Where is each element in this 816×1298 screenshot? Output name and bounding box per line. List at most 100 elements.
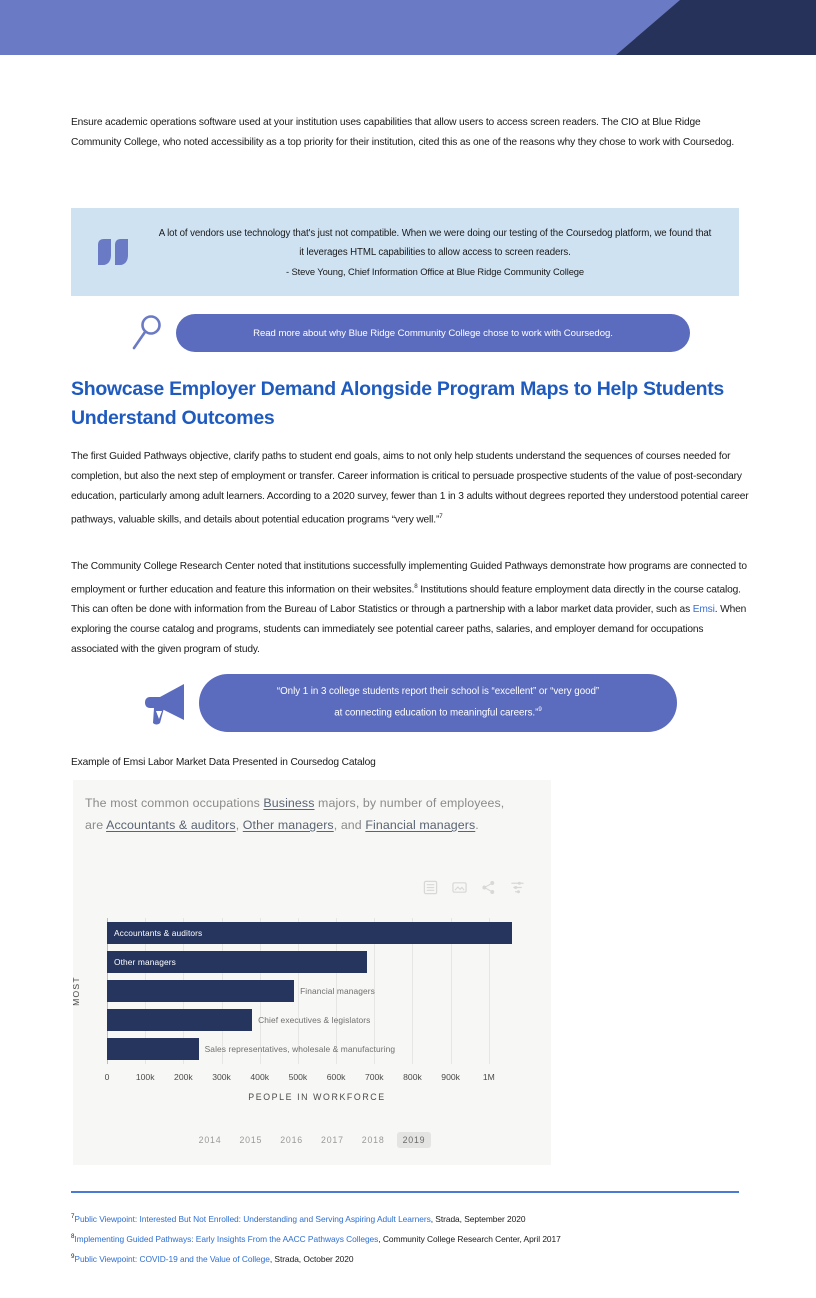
chart-gridline: [336, 918, 338, 1064]
chart-x-tick: 300k: [212, 1072, 231, 1082]
chart-headline-link-1[interactable]: Business: [263, 796, 315, 810]
chart-y-axis-label: MOST: [69, 918, 83, 1064]
chart-headline-text-6: , and: [333, 818, 366, 832]
pull-quote-text: A lot of vendors use technology that's j…: [158, 227, 712, 258]
list-view-icon[interactable]: [423, 880, 438, 895]
chart-x-tick: 1M: [482, 1072, 495, 1082]
chart-bar-label: Sales representatives, wholesale & manuf…: [204, 1044, 396, 1055]
chart-x-tick: 500k: [288, 1072, 308, 1082]
footnote-link[interactable]: Public Viewpoint: COVID-19 and the Value…: [74, 1253, 270, 1264]
megaphone-line-2-wrap: at connecting education to meaningful ca…: [334, 701, 542, 722]
footnote-link[interactable]: Implementing Guided Pathways: Early Insi…: [74, 1233, 379, 1244]
chart-bars: Accountants & auditors Other managers Fina…: [107, 918, 527, 1064]
chart-headline-link-5[interactable]: Other managers: [242, 818, 334, 832]
chart-bar[interactable]: [107, 1009, 253, 1032]
footnote-ref-9[interactable]: 9: [538, 706, 542, 714]
megaphone-icon: [137, 680, 199, 726]
chart-headline-link-3[interactable]: Accountants & auditors: [106, 818, 236, 832]
megaphone-line-1: “Only 1 in 3 college students report the…: [276, 686, 600, 698]
chart-bar-row[interactable]: Chief executives & legislators: [107, 1009, 370, 1032]
chart-bar[interactable]: Accountants & auditors: [107, 921, 512, 944]
chart-x-tick: 900k: [441, 1072, 460, 1082]
cta-row: Read more about why Blue Ridge Community…: [118, 311, 690, 355]
megaphone-callout-row: “Only 1 in 3 college students report the…: [137, 672, 677, 734]
chart-x-tick: 200k: [174, 1072, 193, 1082]
paragraph-1: The first Guided Pathways objective, cla…: [71, 447, 749, 530]
page-header-banner: [0, 0, 816, 55]
chart-gridline: [297, 918, 299, 1064]
pull-quote-body: A lot of vendors use technology that's j…: [157, 224, 739, 281]
footnote-item: 9Public Viewpoint: COVID-19 and the Valu…: [71, 1248, 761, 1268]
year-chip-2019[interactable]: 2019: [396, 1132, 432, 1148]
footnote-source: , Strada, October 2020: [269, 1253, 354, 1264]
megaphone-line-2: at connecting education to meaningful ca…: [334, 707, 539, 719]
chart-bar[interactable]: [107, 980, 295, 1002]
chart-bar[interactable]: [107, 1038, 199, 1061]
footnote-link[interactable]: Public Viewpoint: Interested But Not Enr…: [74, 1213, 431, 1224]
chart-x-tick: 800k: [403, 1072, 422, 1082]
chart-y-axis-label-text: MOST: [71, 976, 81, 1006]
chart-bar[interactable]: Other managers: [107, 950, 367, 973]
paragraph-2: The Community College Research Center no…: [71, 557, 749, 660]
chart-bar-row[interactable]: Other managers: [107, 950, 367, 973]
footnote-source: , Community College Research Center, Apr…: [378, 1233, 561, 1244]
paragraph-2-part-1: The Community College Research Center no…: [71, 561, 747, 596]
filter-icon[interactable]: [510, 880, 525, 895]
read-more-button-label: Read more about why Blue Ridge Community…: [253, 327, 613, 339]
chart-headline-text-0: The most common occupations: [85, 796, 264, 810]
chart-toolbar: [423, 880, 525, 895]
chart-headline-text-4: ,: [235, 818, 243, 832]
magnifying-glass-icon: [118, 314, 176, 352]
chart-x-tick: 100k: [135, 1072, 155, 1082]
year-chip-2015[interactable]: 2015: [239, 1135, 263, 1145]
chart-bar-row[interactable]: Sales representatives, wholesale & manuf…: [107, 1038, 396, 1061]
quote-mark-icon: [71, 239, 157, 265]
paragraph-2-part-2: Institutions should feature employment d…: [71, 584, 741, 616]
chart-x-axis-title: PEOPLE IN WORKFORCE: [248, 1092, 386, 1102]
intro-paragraph: Ensure academic operations software used…: [71, 117, 735, 148]
chart-bar-label: Financial managers: [300, 986, 375, 996]
footnote-item: 7Public Viewpoint: Interested But Not En…: [71, 1208, 761, 1228]
chart-bar-row[interactable]: Financial managers: [107, 980, 375, 1002]
emsi-link[interactable]: Emsi: [692, 604, 715, 616]
chart-year-selector: 2014 2015 2016 2017 2018 2019: [73, 1132, 551, 1148]
chart-screenshot-panel: The most common occupations Business maj…: [71, 780, 551, 1165]
chart-bar-row[interactable]: Accountants & auditors: [107, 921, 512, 944]
footnote-divider: [71, 1191, 739, 1193]
chart-headline-text-2: majors, by number of employees, are: [85, 796, 505, 832]
share-icon[interactable]: [481, 880, 496, 895]
chart-bar-label: Accountants & auditors: [114, 927, 203, 938]
read-more-button[interactable]: Read more about why Blue Ridge Community…: [176, 314, 690, 352]
chart-x-tick: 700k: [364, 1072, 384, 1082]
chart-x-tick: 0: [104, 1072, 110, 1082]
image-export-icon[interactable]: [452, 880, 467, 895]
footnote-ref-7[interactable]: 7: [439, 513, 443, 520]
year-chip-2017[interactable]: 2017: [321, 1135, 344, 1145]
chart-x-tick: 400k: [250, 1072, 270, 1082]
footnote-marker: 8: [71, 1232, 75, 1240]
chart-headline: The most common occupations Business maj…: [85, 792, 511, 836]
chart-bar-label: Other managers: [114, 956, 176, 967]
pull-quote-attribution: - Steve Young, Chief Information Office …: [285, 265, 585, 277]
paragraph-2-part-3: . When exploring the course catalog and …: [71, 604, 747, 656]
footnote-source: , Strada, September 2020: [430, 1213, 526, 1224]
chart-gridline: [374, 918, 376, 1064]
footnote-item: 8Implementing Guided Pathways: Early Ins…: [71, 1228, 761, 1248]
pull-quote-card: A lot of vendors use technology that's j…: [71, 208, 739, 296]
year-chip-2018[interactable]: 2018: [361, 1135, 385, 1145]
page-title: Showcase Employer Demand Alongside Progr…: [71, 378, 724, 429]
year-chip-2014[interactable]: 2014: [198, 1135, 222, 1145]
footnote-list: 7Public Viewpoint: Interested But Not En…: [71, 1208, 761, 1267]
megaphone-callout-pill: “Only 1 in 3 college students report the…: [199, 674, 677, 732]
footnote-marker: 9: [71, 1252, 75, 1260]
chart-headline-text-8: .: [475, 818, 479, 832]
chart-headline-link-7[interactable]: Financial managers: [365, 818, 476, 832]
chart-x-tick: 600k: [326, 1072, 346, 1082]
paragraph-1-text: The first Guided Pathways objective, cla…: [71, 451, 749, 526]
chart-gridline: [488, 918, 490, 1064]
year-chip-2016[interactable]: 2016: [280, 1135, 303, 1145]
figure-caption: Example of Emsi Labor Market Data Presen…: [71, 757, 376, 768]
footnote-ref-8[interactable]: 8: [414, 583, 418, 590]
chart-plot-area: Accountants & auditors Other managers Fina…: [107, 918, 527, 1064]
